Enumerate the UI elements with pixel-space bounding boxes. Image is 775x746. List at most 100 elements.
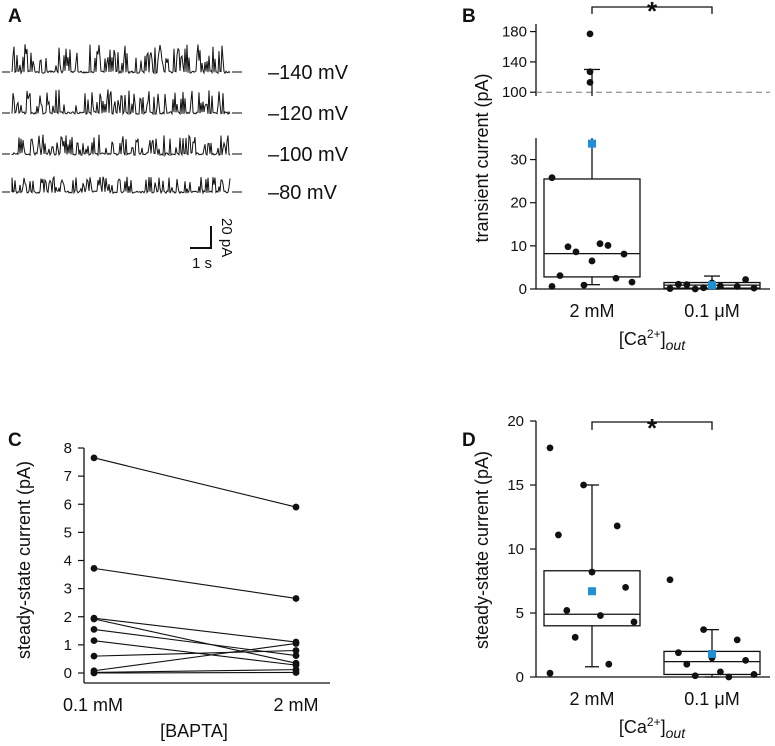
data-point xyxy=(675,649,682,657)
y-tick-label: 2 xyxy=(64,609,72,626)
channel-current-trace xyxy=(11,175,231,195)
y-tick-label: 1 xyxy=(64,637,72,654)
data-point xyxy=(586,78,594,86)
y-tick-label: 4 xyxy=(64,553,72,570)
paired-line xyxy=(93,617,297,643)
data-point xyxy=(90,454,98,462)
data-point xyxy=(628,278,636,286)
y-tick-label: 5 xyxy=(516,605,524,622)
data-point xyxy=(90,615,98,623)
channel-current-trace xyxy=(11,134,231,158)
data-point xyxy=(292,640,300,647)
y-tick-label: 30 xyxy=(510,152,527,169)
y-tick-label: 20 xyxy=(507,413,524,430)
paired-line xyxy=(93,669,297,673)
channel-current-trace xyxy=(11,44,231,75)
data-point xyxy=(700,626,707,634)
data-point xyxy=(546,444,554,452)
trace-voltage-label: –80 mV xyxy=(268,182,338,204)
data-point xyxy=(613,522,621,530)
data-point xyxy=(571,633,579,641)
data-point xyxy=(586,30,594,38)
data-point xyxy=(666,285,674,292)
data-point xyxy=(733,636,741,644)
y-tick-label: 20 xyxy=(510,195,527,212)
paired-line xyxy=(93,642,297,672)
data-point xyxy=(750,284,758,292)
data-point xyxy=(733,283,741,290)
data-point xyxy=(556,272,564,280)
data-point xyxy=(580,481,587,489)
paired-line xyxy=(93,649,297,657)
data-point xyxy=(292,595,300,602)
data-point xyxy=(90,652,98,660)
x-axis-label: [BAPTA] xyxy=(160,721,228,741)
y-axis-label: steady-state current (pA) xyxy=(472,451,492,649)
data-point xyxy=(700,284,707,292)
significance-bracket xyxy=(591,6,713,14)
y-tick-label: 0 xyxy=(519,281,527,298)
data-point xyxy=(620,250,628,258)
data-point xyxy=(750,671,758,678)
scale-bar-x-label: 1 s xyxy=(192,255,212,272)
x-category-label: 2 mM xyxy=(570,301,615,321)
significance-star: * xyxy=(647,0,658,26)
scale-bar-y-label: 20 pA xyxy=(218,218,235,257)
data-point xyxy=(292,647,300,654)
y-tick-label: 0 xyxy=(64,665,72,682)
paired-line xyxy=(93,457,297,508)
data-point xyxy=(90,564,98,572)
data-point xyxy=(90,669,98,677)
data-point xyxy=(605,660,613,668)
data-point xyxy=(292,503,300,511)
data-point xyxy=(717,282,724,290)
y-tick-label: 7 xyxy=(64,468,72,485)
data-point xyxy=(548,174,556,182)
y-axis-label: steady-state current (pA) xyxy=(14,461,34,659)
data-point xyxy=(622,584,629,591)
data-point xyxy=(597,612,604,619)
trace-voltage-label: –100 mV xyxy=(268,144,349,166)
y-tick-label: 140 xyxy=(502,54,527,71)
panel-b-transient-box-plot: 0 10 20 30 100 140 180 * 2 mM 0.1 μM [Ca2+]out tran… xyxy=(472,0,770,353)
data-point xyxy=(612,274,620,282)
trace-voltage-label: –120 mV xyxy=(268,103,349,125)
paired-line xyxy=(93,671,297,674)
x-axis-label: [Ca2+]out xyxy=(619,715,686,741)
data-point xyxy=(742,656,749,664)
data-point xyxy=(563,607,571,614)
x-category-label: 0.1 μM xyxy=(684,689,739,709)
mean-marker xyxy=(708,649,716,658)
data-point xyxy=(604,242,612,249)
data-point xyxy=(717,668,724,676)
y-tick-label: 3 xyxy=(64,581,72,598)
y-tick-label: 0 xyxy=(516,669,524,686)
data-point xyxy=(564,243,572,251)
panel-d-letter: D xyxy=(462,430,476,451)
x-category-label: 0.1 μM xyxy=(684,301,739,321)
data-point xyxy=(546,669,554,677)
mean-marker xyxy=(708,281,716,290)
data-point xyxy=(555,531,562,539)
data-point xyxy=(90,626,98,633)
data-point xyxy=(580,281,588,289)
y-tick-label: 180 xyxy=(502,24,527,41)
y-tick-label: 100 xyxy=(502,84,527,101)
data-point xyxy=(725,673,733,681)
x-category-label: 0.1 mM xyxy=(63,695,123,715)
mean-marker xyxy=(588,587,596,596)
panel-c-letter: C xyxy=(8,430,22,451)
y-tick-label: 15 xyxy=(507,477,524,494)
iqr-box xyxy=(543,178,641,278)
y-tick-label: 8 xyxy=(64,440,72,457)
data-point xyxy=(586,68,594,76)
y-tick-label: 10 xyxy=(507,541,524,558)
data-point xyxy=(683,281,691,289)
data-point xyxy=(572,248,580,256)
data-point xyxy=(666,576,674,584)
panel-a-traces: –140 mV –120 mV –100 mV –80 mV 20 pA 1 s xyxy=(2,44,349,272)
significance-star: * xyxy=(647,413,658,443)
data-point xyxy=(588,568,596,576)
y-axis-label: transient current (pA) xyxy=(472,73,492,242)
data-point xyxy=(292,652,300,659)
